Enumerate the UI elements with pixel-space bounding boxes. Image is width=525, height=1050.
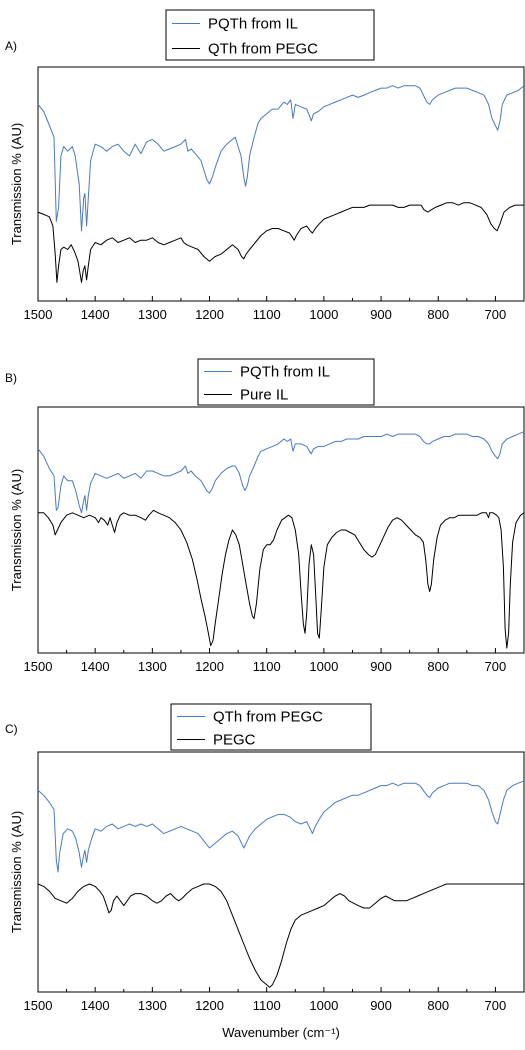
chart-panel-1: A) Transmission % (AU) 1500 1400 1300 1200 110… [5, 9, 525, 322]
legend-box [197, 358, 375, 406]
x-tick-label: 1200 [195, 998, 224, 1013]
x-axis-label: Wavenumber (cm⁻¹) [222, 1025, 340, 1040]
x-tick-label: 1200 [195, 659, 224, 674]
x-tick-label: 1000 [309, 307, 338, 322]
series-line-1 [37, 431, 525, 514]
legend: QTh from PEGC PEGC [170, 703, 372, 751]
legend: PQTh from IL QTh from PEGC [165, 9, 375, 61]
x-tick-label: 1300 [138, 659, 167, 674]
y-axis-label: Transmission % (AU) [9, 123, 24, 245]
legend-box [170, 703, 372, 751]
x-tick-label: 1500 [24, 659, 53, 674]
x-tick-label: 1000 [309, 659, 338, 674]
plot-frame [37, 66, 525, 302]
legend: PQTh from IL Pure IL [197, 358, 375, 406]
x-tick-label: 1400 [81, 307, 110, 322]
series-line-2 [38, 509, 525, 649]
x-tick-label: 1100 [253, 659, 281, 674]
chart-panel-3: C) Transmission % (AU) 1500 1400 1300 1200 110… [5, 703, 525, 1040]
series-line-1 [37, 780, 525, 873]
x-tick-label: 1000 [309, 998, 338, 1013]
legend-entry: QTh from PEGC [213, 709, 323, 726]
x-tick-label: 900 [370, 998, 392, 1013]
series-line-2 [37, 202, 524, 283]
x-tick-label: 1300 [138, 998, 167, 1013]
panel-label: B) [5, 371, 17, 385]
x-tick-label: 800 [427, 307, 449, 322]
legend-box [165, 9, 375, 61]
x-tick-label: 1400 [81, 659, 110, 674]
plot-frame [37, 751, 525, 993]
series-line-1 [37, 85, 525, 232]
x-tick-label: 800 [427, 659, 449, 674]
y-axis-label: Transmission % (AU) [9, 811, 24, 933]
legend-entry: PQTh from IL [240, 364, 330, 381]
x-tick-label: 1500 [24, 998, 53, 1013]
panel-label: C) [5, 722, 18, 736]
x-tick-label: 1500 [24, 307, 53, 322]
x-tick-label: 700 [485, 307, 507, 322]
panel-label: A) [5, 39, 17, 53]
legend-entry: Pure IL [240, 387, 288, 404]
series-line-2 [37, 883, 524, 988]
legend-entry: QTh from PEGC [208, 41, 318, 58]
legend-entry: PEGC [213, 732, 256, 749]
legend-entry: PQTh from IL [208, 16, 298, 33]
x-tick-label: 1300 [138, 307, 167, 322]
x-tick-label: 1400 [81, 998, 110, 1013]
x-tick-label: 900 [370, 307, 392, 322]
x-tick-label: 1100 [253, 307, 281, 322]
x-tick-label: 900 [370, 659, 392, 674]
x-tick-label: 800 [427, 998, 449, 1013]
chart-panel-2: B) Transmission % (AU) 1500 1400 1300 1200 110… [5, 358, 525, 674]
x-tick-label: 1200 [195, 307, 224, 322]
x-tick-label: 1100 [253, 998, 281, 1013]
x-tick-label: 700 [485, 998, 507, 1013]
x-tick-label: 700 [485, 659, 507, 674]
plot-frame [37, 406, 525, 654]
y-axis-label: Transmission % (AU) [9, 469, 24, 591]
